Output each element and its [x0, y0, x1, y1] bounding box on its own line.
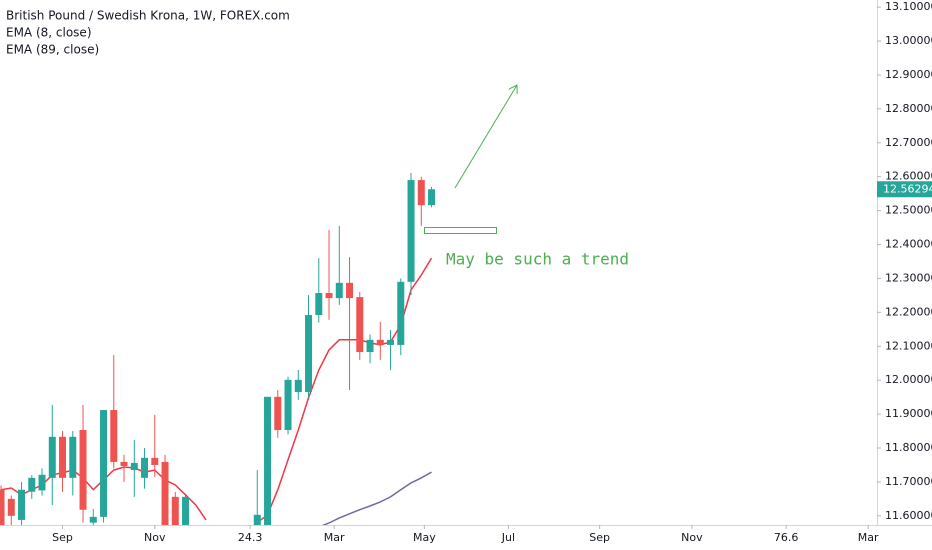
y-tick-label: 11.80000: [885, 441, 932, 454]
candle-body: [89, 516, 97, 523]
annotation: May be such a trend: [446, 250, 629, 269]
x-tick-label: Nov: [144, 531, 166, 544]
chart-title: British Pound / Swedish Krona, 1W, FOREX…: [6, 9, 290, 23]
candle-body: [110, 410, 118, 462]
y-tick-label: 12.30000: [885, 271, 932, 284]
candle-body: [274, 396, 282, 431]
candle-body: [141, 457, 149, 478]
y-tick-label: 12.60000: [885, 170, 932, 183]
x-tick-label: 76.6: [774, 531, 799, 544]
candle-body: [428, 189, 436, 206]
y-tick-label: 11.70000: [885, 475, 932, 488]
candle-body: [387, 339, 395, 345]
candle-body: [264, 396, 272, 525]
candle-body: [79, 430, 87, 510]
candle-body: [18, 489, 26, 520]
plot-area: [0, 172, 436, 525]
y-tick-label: 13.10000: [885, 0, 932, 13]
x-tick-label: Nov: [681, 531, 703, 544]
candle-body: [69, 436, 77, 478]
x-tick-label: 24.3: [238, 531, 263, 544]
y-tick-label: 12.10000: [885, 339, 932, 352]
y-tick-label: 12.90000: [885, 68, 932, 81]
y-tick-label: 13.00000: [885, 34, 932, 47]
x-tick-label: Mar: [324, 531, 345, 544]
candle-body: [171, 496, 179, 525]
last-price-label: 12.56294: [883, 182, 932, 195]
candle-body: [7, 498, 15, 516]
y-tick-label: 12.20000: [885, 305, 932, 318]
candle-body: [120, 461, 128, 466]
candle-body: [48, 436, 56, 478]
candle-body: [325, 293, 333, 299]
last-price-badge: [877, 181, 932, 198]
candle-body: [315, 293, 323, 316]
candle-body: [407, 180, 415, 282]
x-tick-label: Sep: [52, 531, 73, 544]
x-tick-label: Sep: [589, 531, 610, 544]
candle-body: [376, 339, 384, 345]
zone-box: [424, 227, 497, 234]
candle-body: [397, 281, 405, 345]
candle-body: [100, 410, 108, 517]
candle-body: [366, 339, 374, 353]
candle-body: [59, 436, 67, 478]
y-tick-label: 12.80000: [885, 102, 932, 115]
candle-body: [182, 496, 190, 525]
x-tick-label: Jul: [501, 531, 515, 544]
candle-body: [130, 462, 138, 471]
candle-body: [161, 461, 169, 525]
candle-body: [0, 489, 5, 525]
candle-body: [305, 315, 313, 393]
y-tick-label: 11.90000: [885, 407, 932, 420]
candle-body: [151, 457, 159, 465]
ema-line: [321, 471, 432, 525]
candle-body: [28, 477, 36, 492]
legend-entry: EMA (89, close): [6, 43, 99, 57]
ema-line: [0, 257, 433, 525]
trend-arrow: [454, 85, 517, 189]
candle-body: [38, 474, 46, 491]
candle-body: [417, 180, 425, 206]
candle-body: [253, 514, 261, 525]
x-tick-label: Mar: [858, 531, 879, 544]
candle-body: [356, 297, 364, 353]
candle-body: [335, 282, 343, 299]
y-tick-label: 12.50000: [885, 204, 932, 217]
x-tick-label: May: [413, 531, 436, 544]
y-tick-label: 12.70000: [885, 136, 932, 149]
y-tick-label: 12.00000: [885, 373, 932, 386]
y-tick-label: 11.60000: [885, 509, 932, 522]
candle-body: [294, 379, 302, 393]
candle-body: [346, 282, 354, 299]
legend-entry: EMA (8, close): [6, 26, 92, 40]
candle-body: [284, 379, 292, 431]
y-tick-label: 12.40000: [885, 238, 932, 251]
